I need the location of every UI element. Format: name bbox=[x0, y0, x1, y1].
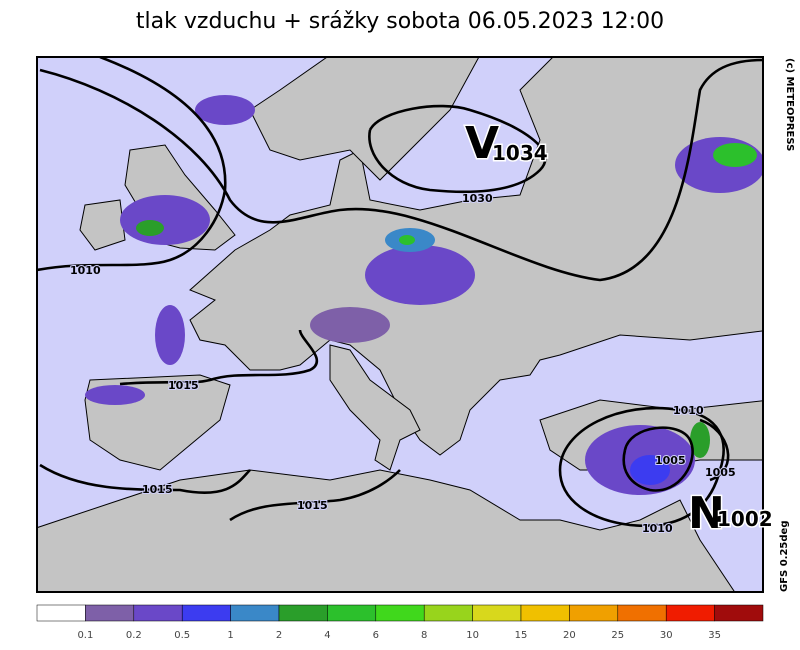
high-letter: V bbox=[465, 118, 499, 169]
colorbar-segment bbox=[423, 604, 473, 622]
rain-area bbox=[630, 455, 670, 485]
colorbar-label: 30 bbox=[660, 630, 673, 641]
isobar bbox=[558, 406, 725, 528]
colorbar-segment bbox=[375, 604, 425, 622]
copyright: (c) METEOPRESS bbox=[784, 58, 795, 151]
colorbar-label: 25 bbox=[611, 630, 624, 641]
rain-area bbox=[155, 305, 185, 365]
colorbar-segment bbox=[665, 604, 715, 622]
scandinavia bbox=[249, 57, 480, 181]
rain-area bbox=[195, 95, 255, 125]
colorbar-segment bbox=[36, 604, 86, 622]
isobar-label: 1015 bbox=[168, 379, 199, 392]
map: V 1034 N 1002 10301010101510151015101010… bbox=[36, 56, 775, 593]
colorbar-label: 35 bbox=[708, 630, 721, 641]
precipitation bbox=[85, 95, 763, 495]
model: GFS 0.25deg bbox=[779, 521, 790, 593]
colorbar-segment bbox=[230, 604, 280, 622]
high-value: 1034 bbox=[492, 141, 548, 165]
rain-area bbox=[713, 143, 757, 167]
isobar bbox=[119, 329, 319, 386]
colorbar-segment bbox=[714, 604, 764, 622]
rain-area bbox=[365, 245, 475, 305]
colorbar-segment bbox=[278, 604, 328, 622]
isobar bbox=[37, 57, 227, 272]
colorbar-label: 15 bbox=[515, 630, 528, 641]
low-value: 1002 bbox=[717, 507, 773, 531]
isobar-label: 1015 bbox=[142, 483, 173, 496]
colorbar-label: 2 bbox=[276, 630, 282, 641]
colorbar-segment bbox=[327, 604, 377, 622]
isobar-label: 1005 bbox=[655, 454, 686, 467]
isobar-label: 1005 bbox=[705, 466, 736, 479]
colorbar-label: 20 bbox=[563, 630, 576, 641]
rain-area bbox=[675, 137, 763, 193]
isobar bbox=[699, 418, 730, 482]
rain-area bbox=[136, 220, 164, 236]
rain-area bbox=[310, 307, 390, 343]
isobar bbox=[39, 463, 251, 495]
isobar-label: 1010 bbox=[642, 522, 673, 535]
colorbar-segment bbox=[520, 604, 570, 622]
isobar-label: 1030 bbox=[462, 192, 493, 205]
rain-area bbox=[399, 235, 415, 245]
isobar-label: 1010 bbox=[70, 264, 101, 277]
colorbar-segment bbox=[617, 604, 667, 622]
colorbar-segment bbox=[569, 604, 619, 622]
isobar bbox=[368, 104, 547, 194]
isobar-labels: 1030 1010 1015 1015 1015 1010 1005 1005 1010 bbox=[69, 191, 737, 536]
map-frame bbox=[36, 56, 764, 593]
colorbar-segment bbox=[472, 604, 522, 622]
colorbar-label: 1 bbox=[227, 630, 233, 641]
isobar-label: 1015 bbox=[297, 499, 328, 512]
colorbar-label: 10 bbox=[466, 630, 479, 641]
isobars bbox=[37, 57, 763, 528]
rain-area bbox=[85, 385, 145, 405]
colorbar: 0.1 0.2 0.5 1 2 4 6 8 10 15 20 25 30 35 bbox=[36, 604, 764, 641]
title: tlak vzduchu + srážky sobota 06.05.2023 … bbox=[136, 9, 664, 34]
colorbar-segment bbox=[133, 604, 183, 622]
pressure-centers: V 1034 N 1002 bbox=[464, 117, 775, 541]
isobar bbox=[39, 58, 763, 282]
low-letter: N bbox=[688, 488, 725, 539]
isobar bbox=[229, 469, 401, 522]
colorbar-label: 0.2 bbox=[126, 630, 142, 641]
africa bbox=[37, 469, 736, 592]
colorbar-label: 4 bbox=[324, 630, 330, 641]
ireland bbox=[79, 199, 126, 251]
colorbar-label: 8 bbox=[421, 630, 427, 641]
italy bbox=[329, 344, 421, 471]
colorbar-segment bbox=[181, 604, 231, 622]
colorbar-label: 6 bbox=[373, 630, 379, 641]
isobar bbox=[622, 426, 694, 492]
continent bbox=[189, 57, 763, 456]
colorbar-label: 0.5 bbox=[174, 630, 190, 641]
rain-area bbox=[690, 422, 710, 458]
rain-area bbox=[120, 195, 210, 245]
colorbar-label: 0.1 bbox=[77, 630, 93, 641]
colorbar-segment bbox=[85, 604, 135, 622]
isobar-label: 1010 bbox=[673, 404, 704, 417]
